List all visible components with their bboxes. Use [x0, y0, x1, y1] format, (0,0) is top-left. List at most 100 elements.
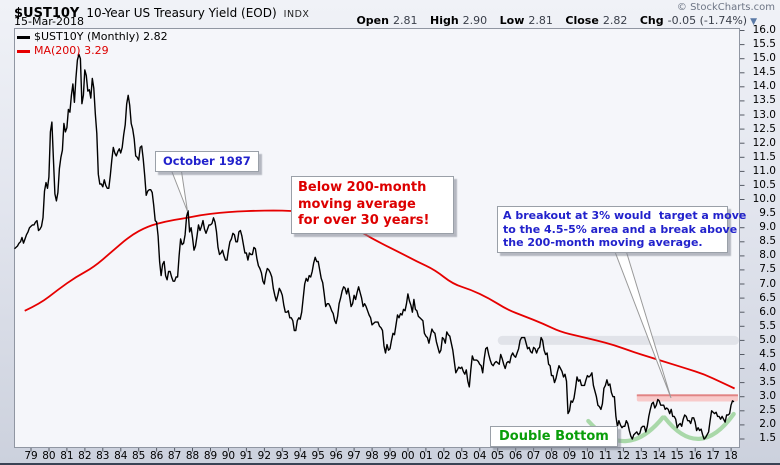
x-axis-label: 18: [724, 450, 738, 462]
x-axis-label: 01: [419, 450, 433, 462]
high-value: 2.90: [462, 14, 488, 27]
x-axis-label: 15: [670, 450, 684, 462]
annotation-october-1987-text: October 1987: [163, 154, 251, 168]
high-label: High: [429, 14, 459, 27]
y-axis-label: 5.5: [759, 319, 776, 332]
x-axis-label: 95: [311, 450, 325, 462]
y-axis-label: 3.0: [759, 390, 776, 403]
x-axis-label: 96: [329, 450, 343, 462]
y-axis-label: 8.0: [759, 249, 776, 262]
open-value: 2.81: [392, 14, 418, 27]
x-axis-label: 99: [383, 450, 397, 462]
x-axis-label: 13: [634, 450, 648, 462]
ma-series-label: MA(200) 3.29: [34, 44, 109, 57]
x-axis-label: 00: [401, 450, 415, 462]
ma-series-swatch: [17, 49, 30, 53]
overlay-bands: [497, 335, 739, 402]
annotation-double-bottom: Double Bottom: [490, 426, 618, 447]
ma-200-line: [24, 209, 735, 390]
price-series-label: $UST10Y (Monthly) 2.82: [34, 30, 168, 43]
instrument-name: 10-Year US Treasury Yield (EOD): [86, 6, 277, 20]
change-label: Chg: [639, 14, 664, 27]
change-down-arrow-icon: ▼: [750, 17, 757, 27]
target-zone-band: [497, 335, 739, 345]
x-axis-label: 91: [239, 450, 254, 462]
stockcharts-copyright: © StockCharts.com: [676, 2, 775, 13]
annotation-below-ma-line3: for over 30 years!: [298, 213, 430, 228]
close-label: Close: [565, 14, 599, 27]
x-axis-label: 87: [167, 450, 182, 462]
chart-legend: $UST10Y (Monthly) 2.82 MA(200) 3.29: [17, 30, 168, 58]
axis-ticks: [30, 30, 745, 452]
price-line: [14, 53, 735, 440]
x-axis-label: 94: [293, 450, 307, 462]
y-axis-label: 9.5: [759, 207, 776, 220]
y-axis-label: 13.5: [752, 94, 776, 107]
annotation-breakout-line1: A breakout at 3% would target a move: [503, 209, 747, 222]
y-axis-label: 2.0: [759, 418, 776, 431]
y-axis-label: 4.5: [759, 347, 776, 360]
x-axis-label: 80: [42, 450, 56, 462]
x-axis-label: 17: [706, 450, 720, 462]
y-axis-label: 10.0: [752, 193, 776, 206]
price-series-swatch: [17, 35, 30, 39]
x-axis-label: 84: [114, 450, 128, 462]
x-axis-label: 85: [132, 450, 146, 462]
x-axis-label: 82: [78, 450, 92, 462]
y-axis-label: 11.5: [752, 150, 776, 163]
y-axis-label: 13.0: [752, 108, 776, 121]
x-axis-label: 90: [221, 450, 236, 462]
low-value: 2.81: [528, 14, 553, 27]
x-axis-label: 92: [257, 450, 272, 462]
annotation-breakout-line2: to the 4.5-5% area and a break above: [503, 222, 738, 236]
chart-title: $UST10Y 10-Year US Treasury Yield (EOD) IN…: [14, 2, 309, 21]
double-bottom-arc: [662, 411, 736, 441]
x-axis-label: 86: [149, 450, 164, 462]
annotation-below-ma-line1: Below 200-month: [298, 180, 427, 195]
x-axis-label: 98: [365, 450, 379, 462]
x-axis-label: 93: [275, 450, 289, 462]
x-axis-label: 81: [60, 450, 74, 462]
x-axis-label: 97: [347, 450, 361, 462]
y-axis-label: 15.5: [752, 38, 776, 51]
y-axis-label: 14.0: [752, 80, 776, 93]
x-axis-label: 07: [526, 450, 541, 462]
y-axis-label: 16.0: [752, 24, 776, 36]
annotation-below-ma-line2: moving average: [298, 196, 416, 212]
ma-200-path: [24, 209, 735, 390]
y-axis-label: 15.0: [752, 52, 776, 65]
y-axis-label: 1.5: [759, 432, 776, 445]
x-axis-label: 09: [562, 450, 577, 462]
ohlc-quote-strip: Open 2.81 High 2.90 Low 2.81 Close 2.82 Chg -…: [0, 14, 757, 27]
y-axis-label: 7.5: [759, 263, 776, 276]
x-axis-label: 08: [544, 450, 559, 462]
y-axis-label: 12.5: [752, 122, 776, 135]
low-label: Low: [499, 14, 525, 27]
close-value: 2.82: [602, 14, 628, 27]
exchange-label: INDX: [283, 9, 310, 20]
x-axis-label: 03: [455, 450, 469, 462]
price-path: [14, 53, 735, 440]
y-axis-label: 5.0: [759, 333, 776, 346]
y-axis-label: 8.5: [759, 235, 776, 248]
annotation-breakout-line3: the 200-month moving average.: [503, 236, 703, 249]
y-axis-label: 9.0: [759, 221, 776, 234]
x-axis-label: 16: [688, 450, 702, 462]
y-axis-label: 6.5: [759, 291, 776, 304]
legend-price-series: $UST10Y (Monthly) 2.82: [17, 30, 168, 44]
y-axis-label: 7.0: [759, 277, 776, 290]
y-axis-label: 14.5: [752, 66, 776, 79]
annotation-breakout: A breakout at 3% would target a move to …: [497, 206, 747, 253]
x-axis-label: 79: [24, 450, 38, 462]
october-1987-callout-pointer: [169, 167, 188, 212]
legend-ma-series: MA(200) 3.29: [17, 44, 168, 58]
annotation-double-bottom-text: Double Bottom: [499, 429, 609, 444]
y-axis-label: 2.5: [759, 404, 776, 417]
y-axis-label: 6.0: [759, 305, 776, 318]
x-axis-label: 02: [437, 450, 451, 462]
ticker-symbol: $UST10Y: [14, 6, 80, 21]
x-axis-label: 83: [96, 450, 110, 462]
x-axis-label: 89: [203, 450, 218, 462]
x-axis-label: 05: [491, 450, 505, 462]
breakout-callout-pointer: [611, 243, 672, 399]
